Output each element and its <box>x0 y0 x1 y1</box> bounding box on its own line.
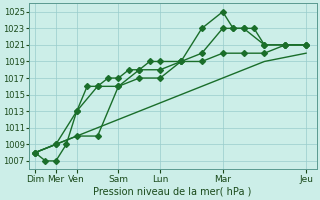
X-axis label: Pression niveau de la mer( hPa ): Pression niveau de la mer( hPa ) <box>93 187 252 197</box>
